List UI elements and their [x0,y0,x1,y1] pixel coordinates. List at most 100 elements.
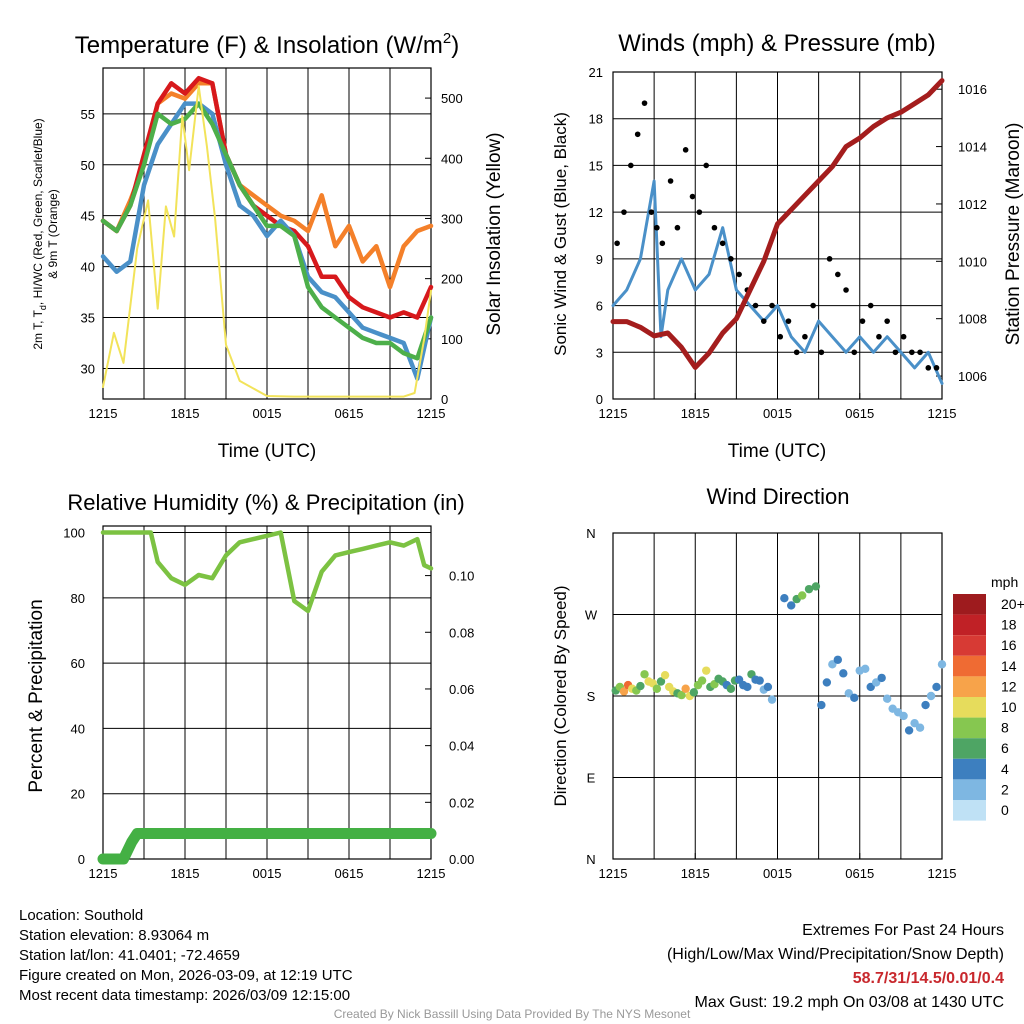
speed-legend-swatch [953,779,986,800]
winds-gust-point [876,333,882,340]
winds-ytick-label: 9 [596,252,603,267]
direction-point [677,690,686,700]
winds-ytick-label: 3 [596,345,603,360]
speed-legend: mph 20+ 18 16 14 12 10 8 6 4 2 0 [953,574,1024,821]
direction-point [932,682,941,692]
winds-gust-point [777,333,784,340]
winds-gust-point [719,240,726,247]
direction-point [636,681,645,691]
direction-point [926,691,936,701]
extremes-subtitle: (High/Low/Max Wind/Precipitation/Snow De… [666,946,1004,963]
humidity-title: Relative Humidity (%) & Precipitation (i… [67,490,464,515]
humidity-xtick-label: 1215 [417,866,446,881]
temperature-title: Temperature (F) & Insolation (W/m2) [75,30,459,59]
humidity-ytick-label: 20 [71,787,85,802]
temperature-title-sup: 2 [443,30,451,47]
winds-series-sonic-wind [611,179,944,385]
temperature-title-end: ) [451,32,459,59]
speed-legend-label: 10 [1001,699,1017,715]
humidity-ytick-label: 60 [71,656,85,671]
direction-point [780,594,789,603]
direction-point [681,684,690,693]
winds-ytick-right-label: 1008 [958,312,987,327]
humidity-ytick-label: 0 [78,852,85,867]
direction-xtick-label: 0015 [763,866,792,881]
direction-point [839,669,848,678]
station-info: Location: Southold Station elevation: 8.… [19,906,353,1006]
winds-gust-point [884,318,890,324]
winds-gust-point [892,349,899,356]
direction-point [619,687,629,696]
winds-ytick-label: 12 [589,205,603,220]
extremes-info: Extremes For Past 24 Hours (High/Low/Max… [667,919,1004,1015]
winds-gust-point [703,162,710,169]
speed-legend-swatch [953,800,986,821]
winds-gust-point [696,209,703,215]
temperature-xtick-label: 1215 [417,406,446,421]
winds-gust-point [621,209,627,215]
direction-point [817,700,826,710]
speed-legend-label: 4 [1001,761,1009,777]
speed-legend-swatch [953,655,986,677]
direction-point [697,676,707,685]
winds-gust-point [859,318,866,324]
direction-point [743,682,752,692]
temperature-ylabel-line2: & 9m T (Orange) [46,189,60,279]
direction-point [640,670,649,679]
winds-gust-point [810,302,816,309]
speed-legend-swatch [953,676,986,697]
temperature-xtick-label: 1215 [89,406,118,421]
speed-legend-label: 12 [1001,678,1017,694]
temperature-ytick-right-label: 200 [441,272,463,287]
winds-ytick-right-label: 1014 [958,140,987,155]
temperature-ytick-label: 40 [81,260,95,275]
winds-series-pressure [610,78,945,370]
winds-gust-point [641,100,648,106]
recent-text: Most recent data timestamp: 2026/03/09 1… [19,987,351,1004]
winds-gust-point [900,333,907,340]
speed-legend-swatch [953,738,986,759]
direction-point [811,582,821,591]
winds-ytick-label: 21 [589,65,603,80]
direction-point [804,584,814,594]
direction-point [787,601,796,610]
temperature-xtick-label: 0015 [253,406,282,421]
winds-gust-point [793,349,800,356]
temperature-xtick-label: 1815 [171,406,200,421]
temperature-ylabel-sub: d [38,305,48,310]
direction-point [877,673,886,683]
winds-ylabel-right: Station Pressure (Maroon) [1003,123,1024,346]
direction-ytick-label: E [587,771,596,786]
temperature-ytick-right-label: 400 [441,151,463,166]
temperature-ytick-label: 35 [81,311,95,326]
humidity-ytick-label: 80 [71,591,85,606]
temperature-ylabel-part1: 2m T, T [31,309,45,349]
speed-legend-label: 18 [1001,617,1017,633]
direction-xtick-label: 1815 [681,866,710,881]
temperature-series: 30 35 40 45 50 55 0 100 200 300 400 500 [81,75,463,407]
winds-xlabel: Time (UTC) [728,441,827,462]
direction-point [861,664,870,674]
direction-point [833,655,843,664]
speed-legend-label: 6 [1001,740,1009,756]
winds-gust-point [659,240,666,247]
temperature-xtick-label: 0615 [335,406,364,421]
created-text: Figure created on Mon, 2026-03-09, at 12… [19,967,353,984]
direction-point [937,660,947,669]
extremes-values: 58.7/31/14.5/0.01/0.4 [852,970,1004,987]
temperature-ylabel-part2: , HI/WC (Red, Green, Scarlet/Blue) [31,118,45,305]
temperature-series-2m-t [100,75,434,320]
humidity-ytick-right-label: 0.02 [449,795,474,810]
winds-gust-point [689,193,696,200]
winds-ytick-label: 18 [589,112,603,127]
temperature-ytick-label: 45 [81,209,95,224]
winds-gust-point [674,224,681,231]
speed-legend-swatch [953,594,986,615]
humidity-series-rh [100,530,434,614]
winds-xtick-label: 0015 [763,406,792,421]
speed-legend-title: mph [991,574,1018,590]
speed-legend-label: 16 [1001,637,1017,653]
direction-point [755,676,764,685]
humidity-ytick-right-label: 0.08 [449,625,474,640]
humidity-ytick-right-label: 0.00 [449,852,474,867]
